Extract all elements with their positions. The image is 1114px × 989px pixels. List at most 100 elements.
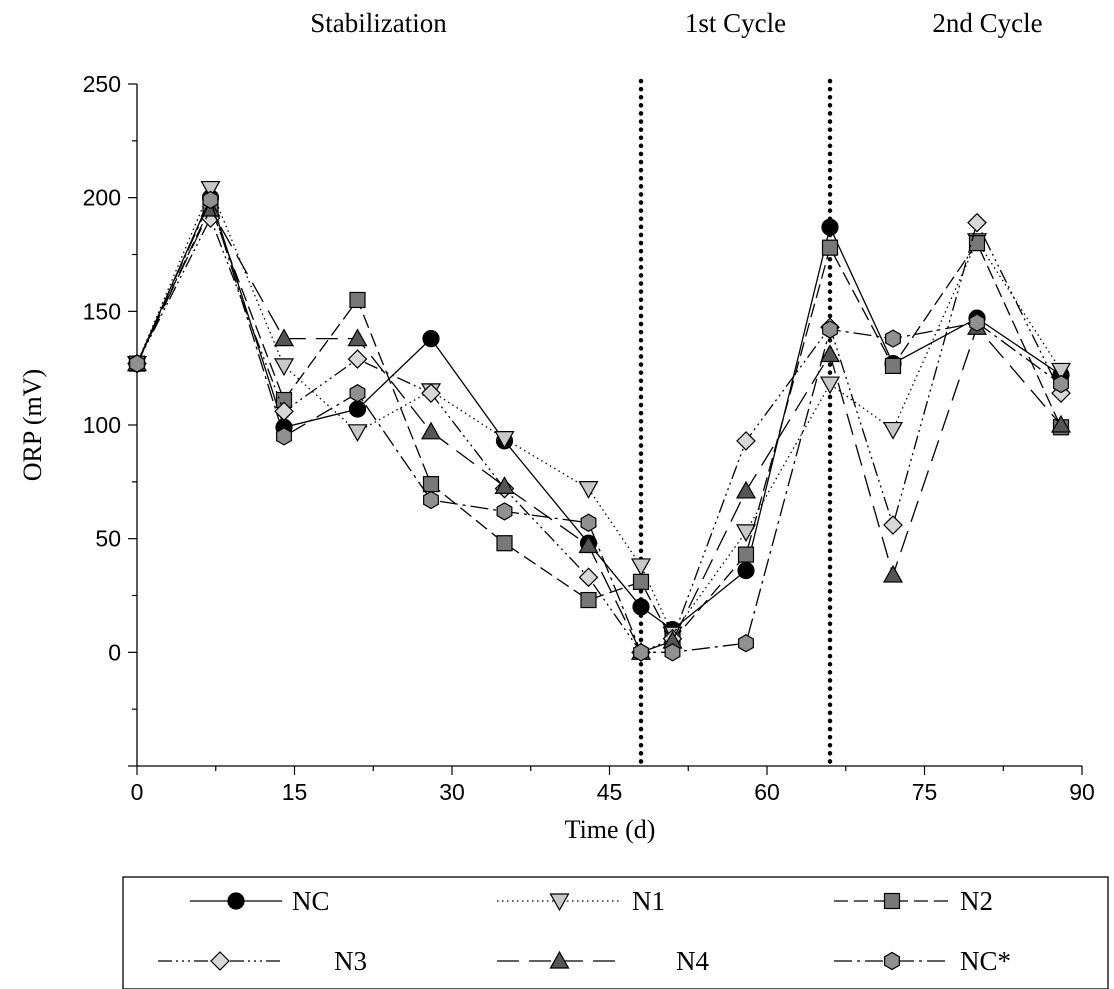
data-point	[882, 421, 904, 440]
data-point	[349, 291, 366, 309]
data-point	[821, 239, 839, 256]
legend-box	[122, 876, 1109, 989]
data-point	[421, 383, 441, 404]
data-point	[496, 535, 513, 552]
series-line	[136, 216, 1062, 654]
data-point	[580, 591, 597, 609]
data-point	[882, 564, 904, 583]
legend-label: N3	[334, 946, 367, 976]
legend-marker	[210, 951, 230, 971]
data-point	[202, 190, 219, 210]
legend-marker	[883, 892, 901, 910]
legend-marker	[227, 892, 245, 910]
legend-label: N4	[676, 946, 709, 976]
legend-item: N2	[834, 886, 993, 916]
data-point	[737, 546, 755, 563]
data-point	[274, 401, 294, 422]
data-point	[494, 431, 515, 449]
y-tick-label: 200	[83, 185, 121, 211]
legend-marker	[549, 893, 570, 912]
data-point	[347, 349, 368, 369]
data-point	[420, 421, 442, 440]
data-point	[580, 513, 597, 532]
series-nc-star	[129, 190, 1069, 662]
data-point	[422, 476, 440, 493]
phase-label: Stabilization	[310, 8, 447, 38]
legend-marker	[549, 950, 570, 969]
y-tick-label: 100	[83, 412, 121, 438]
x-tick-label: 90	[1069, 779, 1095, 805]
data-point	[347, 328, 368, 347]
series-line	[136, 205, 1062, 643]
x-tick-label: 60	[754, 779, 780, 805]
x-axis-label: Time (d)	[565, 815, 656, 844]
data-point	[276, 427, 292, 446]
legend-label: NC*	[960, 946, 1011, 976]
series-n2	[128, 198, 1070, 650]
data-point	[422, 330, 440, 348]
series-line	[136, 195, 1062, 631]
data-point	[632, 573, 650, 590]
cycle-dividers	[638, 78, 833, 769]
phase-label: 2nd Cycle	[932, 8, 1042, 38]
data-point	[1053, 374, 1069, 394]
data-point	[578, 535, 599, 554]
y-tick-label: 250	[83, 71, 121, 97]
data-point	[200, 180, 221, 199]
x-tick-label: 0	[131, 779, 144, 805]
data-point	[273, 358, 295, 377]
data-point	[578, 481, 599, 499]
legend-label: N1	[632, 886, 665, 916]
y-ticks: 0 50 100 150 200 250	[83, 71, 137, 767]
series-line	[136, 198, 1062, 653]
series-line	[136, 207, 1062, 654]
x-tick-label: 75	[912, 779, 938, 805]
data-point	[630, 558, 652, 577]
data-point	[1050, 362, 1072, 381]
phase-label: 1st Cycle	[685, 8, 786, 38]
data-point	[967, 212, 987, 233]
data-point	[348, 400, 367, 418]
y-axis-label: ORP (mV)	[18, 369, 47, 481]
legend-marker	[884, 951, 900, 971]
y-tick-label: 150	[83, 298, 121, 324]
data-point	[423, 490, 439, 510]
series-n3	[127, 208, 1071, 663]
series-nc	[128, 189, 1070, 639]
data-point	[968, 235, 986, 252]
data-point	[664, 643, 681, 662]
data-point	[735, 480, 757, 499]
legend-item: N4	[497, 946, 709, 976]
legend-item: NC	[190, 886, 330, 916]
data-point	[349, 383, 366, 403]
x-tick-label: 30	[439, 779, 465, 805]
data-point	[884, 357, 902, 374]
x-tick-label: 15	[282, 779, 308, 805]
legend: NC N1 N2 N3 N4 NC*	[122, 876, 1109, 989]
legend-label: N2	[960, 886, 993, 916]
legend-item: NC*	[834, 946, 1011, 976]
data-point	[736, 431, 756, 451]
data-point	[578, 567, 599, 588]
data-point	[737, 561, 755, 580]
phase-labels: Stabilization 1st Cycle 2nd Cycle	[310, 8, 1042, 38]
data-point	[969, 313, 985, 332]
data-point	[273, 328, 295, 347]
data-point	[819, 344, 841, 363]
data-point	[738, 634, 754, 653]
legend-item: N1	[497, 886, 665, 916]
data-point	[821, 218, 839, 236]
x-tick-label: 45	[597, 779, 623, 805]
series-n1	[126, 180, 1072, 645]
y-tick-label: 0	[108, 639, 121, 665]
legend-label: NC	[292, 886, 330, 916]
series-group	[126, 180, 1072, 663]
data-point	[883, 515, 903, 535]
data-point	[496, 502, 513, 521]
data-point	[347, 424, 368, 443]
data-point	[819, 376, 841, 395]
series-n4	[126, 198, 1072, 660]
data-point	[822, 320, 838, 339]
data-point	[885, 329, 901, 348]
data-point	[494, 476, 515, 494]
